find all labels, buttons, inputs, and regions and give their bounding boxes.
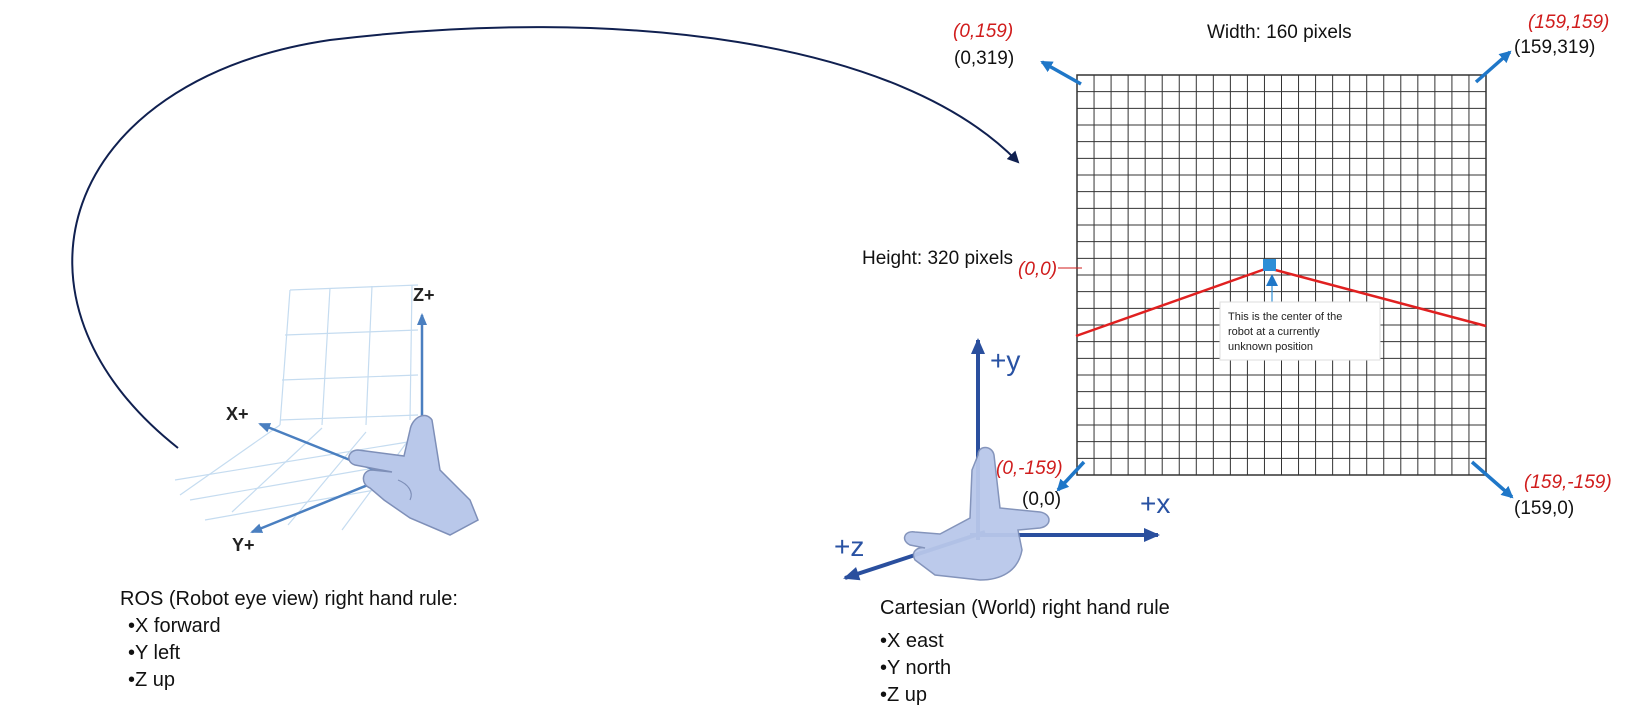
- bottom-right-black-label: (159,0): [1514, 498, 1574, 519]
- ros-hand-illustration: [348, 414, 479, 536]
- ros-bullet-z: •Z up: [128, 669, 175, 691]
- ros-z-label: Z+: [413, 285, 435, 305]
- pixel-grid: This is the center of the robot at a cur…: [862, 12, 1612, 519]
- height-label: Height: 320 pixels: [862, 248, 1013, 269]
- cartesian-x-label: +x: [1140, 488, 1170, 519]
- cartesian-panel: +y +x +z Cartesian (World) right hand ru…: [834, 338, 1170, 706]
- cartesian-bullet-y: •Y north: [880, 657, 951, 679]
- center-callout-line-2: robot at a currently: [1228, 326, 1320, 338]
- center-callout-line-3: unknown position: [1228, 341, 1313, 353]
- bottom-left-red-label: (0,-159): [996, 458, 1063, 479]
- width-label: Width: 160 pixels: [1207, 22, 1352, 43]
- ros-grid-wall: [279, 284, 419, 426]
- bottom-right-corner-arrow: [1470, 460, 1514, 499]
- ros-x-label: X+: [226, 404, 249, 424]
- bottom-left-corner-arrow: [1056, 460, 1086, 492]
- cartesian-bullet-z: •Z up: [880, 684, 927, 706]
- bottom-left-black-label: (0,0): [1022, 489, 1061, 510]
- cartesian-bullet-x: •X east: [880, 630, 944, 652]
- ros-y-label: Y+: [232, 535, 255, 555]
- top-left-red-label: (0,159): [953, 21, 1013, 42]
- center-callout-box: [1219, 301, 1381, 361]
- origin-label: (0,0): [1018, 259, 1057, 280]
- ros-bullet-y: •Y left: [128, 642, 181, 664]
- ros-y-axis: [250, 476, 386, 534]
- robot-center-marker: [1263, 259, 1276, 271]
- top-right-red-label: (159,159): [1528, 12, 1609, 33]
- transform-arc: [71, 26, 1020, 449]
- bottom-right-red-label: (159,-159): [1524, 472, 1612, 493]
- cartesian-z-label: +z: [834, 531, 864, 562]
- ros-bullet-x: •X forward: [128, 615, 221, 637]
- ros-caption: ROS (Robot eye view) right hand rule:: [120, 588, 458, 610]
- cartesian-hand-illustration: [903, 446, 1050, 581]
- cartesian-y-label: +y: [990, 345, 1020, 376]
- center-callout-line-1: This is the center of the: [1228, 311, 1342, 323]
- grid-lines: [1077, 75, 1486, 475]
- top-left-corner-arrow: [1040, 60, 1082, 86]
- top-left-black-label: (0,319): [954, 48, 1014, 69]
- top-right-black-label: (159,319): [1514, 37, 1595, 58]
- ros-panel: Z+ X+ Y+ ROS (Robot eye view) right hand…: [120, 284, 479, 691]
- cartesian-caption: Cartesian (World) right hand rule: [880, 597, 1170, 619]
- top-right-corner-arrow: [1474, 50, 1512, 84]
